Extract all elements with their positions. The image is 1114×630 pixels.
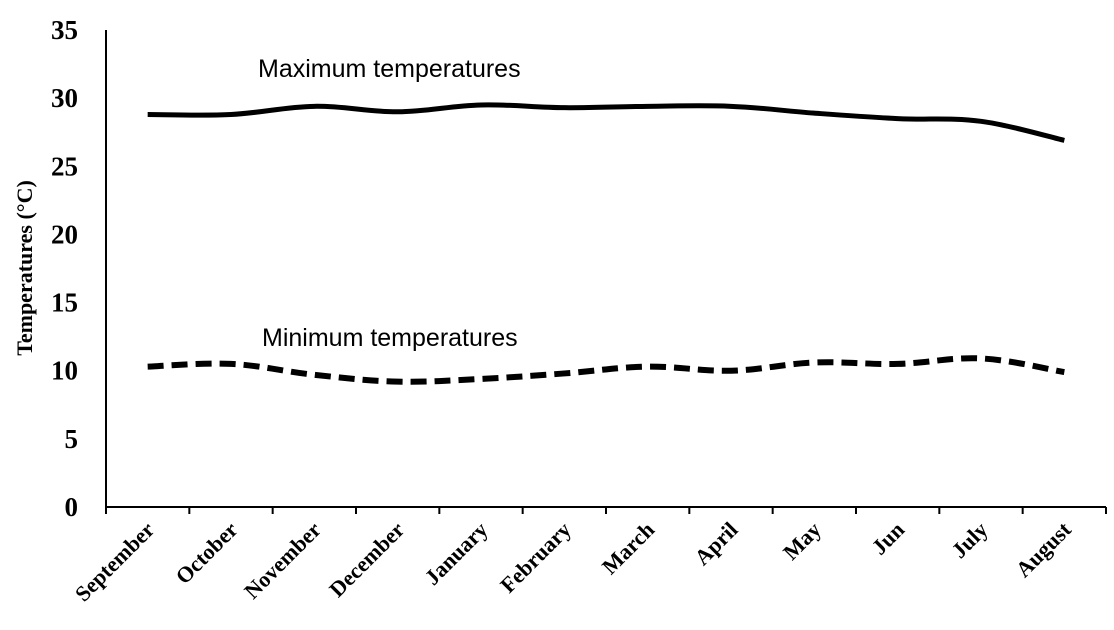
y-axis-label: Temperatures (°C) — [12, 180, 37, 356]
y-tick-label: 15 — [51, 288, 78, 318]
y-tick-label: 20 — [51, 219, 78, 249]
x-tick-label: February — [495, 517, 576, 598]
x-tick-label: July — [946, 517, 992, 563]
x-tick-label: May — [778, 517, 826, 565]
y-axis-ticks: 0 5 10 15 20 25 30 35 — [51, 15, 78, 522]
series-line-minimum — [147, 355, 1065, 385]
series-line-maximum — [147, 102, 1065, 143]
x-tick-label: January — [420, 517, 493, 590]
x-tick-label: August — [1011, 516, 1077, 582]
x-tick-label: October — [170, 517, 242, 589]
x-tick-label: November — [239, 517, 326, 604]
series-lines — [147, 102, 1065, 385]
x-tick-label: Jun — [866, 517, 909, 560]
x-tick-label: April — [689, 517, 742, 570]
y-tick-label: 30 — [51, 83, 78, 113]
series-label-maximum: Maximum temperatures — [258, 55, 521, 83]
y-tick-label: 10 — [51, 356, 78, 386]
series-label-minimum: Minimum temperatures — [262, 324, 518, 352]
x-tick-label: September — [70, 517, 160, 607]
x-tick-label: March — [597, 517, 659, 579]
y-tick-label: 0 — [65, 492, 79, 522]
y-tick-label: 25 — [51, 151, 78, 181]
y-tick-label: 35 — [51, 15, 78, 45]
x-tick-label: December — [324, 517, 409, 602]
y-tick-label: 5 — [65, 424, 79, 454]
